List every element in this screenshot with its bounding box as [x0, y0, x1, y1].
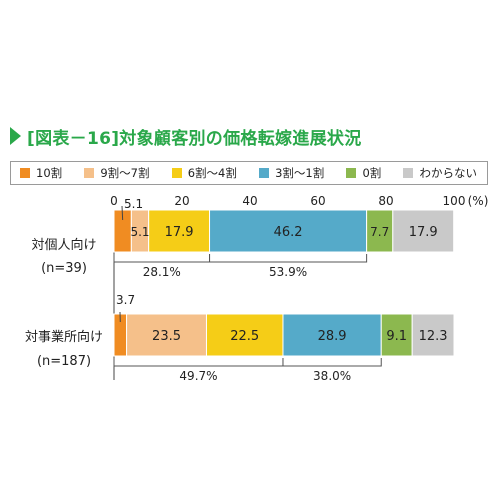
bracket-label: 49.7%	[179, 369, 217, 383]
legend-label: 9割〜7割	[100, 166, 150, 180]
chart-title: [図表－16]対象顧客別の価格転嫁進展状況	[27, 128, 362, 149]
legend-label: 10割	[36, 166, 63, 180]
bracket	[113, 254, 211, 263]
bracket-label: 28.1%	[143, 265, 181, 279]
legend-item: 9割〜7割	[84, 165, 150, 181]
legend-swatch	[403, 168, 414, 178]
legend-swatch	[84, 168, 95, 178]
legend-item: 6割〜4割	[171, 165, 237, 181]
legend-label: 6割〜4割	[187, 166, 237, 180]
data-label: 5.1	[130, 225, 149, 239]
callout-line	[121, 205, 124, 221]
category-label: 対個人向け	[31, 237, 96, 253]
bar-segment	[148, 209, 211, 253]
bar-segment	[380, 313, 413, 357]
x-tick-label: 100	[443, 194, 466, 208]
data-label: 3.7	[116, 293, 135, 307]
category-label: 対事業所向け	[25, 329, 103, 345]
triangle-icon	[10, 127, 21, 145]
bracket	[113, 358, 284, 367]
x-tick-label: 80	[378, 194, 393, 208]
legend-item: 3割〜1割	[259, 165, 324, 181]
data-label: 17.9	[409, 225, 438, 240]
bar-segment	[411, 313, 455, 357]
legend-item: わからない	[403, 165, 477, 181]
x-unit-label: (%)	[468, 194, 489, 208]
bracket-label: 53.9%	[269, 265, 307, 279]
bar-segment	[392, 209, 455, 253]
data-label: 46.2	[274, 225, 303, 240]
bracket	[209, 254, 368, 263]
category-label: (n=187)	[37, 354, 91, 369]
x-tick-label: 20	[174, 194, 189, 208]
bar-segment	[282, 313, 382, 357]
bar-segment	[366, 209, 394, 253]
bar-segment	[209, 209, 368, 253]
legend-label: 3割〜1割	[275, 166, 325, 180]
chart-title-row: [図表－16]対象顧客別の価格転嫁進展状況	[10, 123, 362, 149]
x-tick-label: 0	[110, 194, 118, 208]
data-label: 12.3	[419, 329, 448, 344]
legend-swatch	[346, 168, 357, 178]
legend-swatch	[20, 168, 30, 178]
data-label: 28.9	[318, 329, 347, 344]
legend-swatch	[171, 168, 182, 178]
data-label: 23.5	[152, 329, 181, 344]
bracket	[282, 358, 382, 367]
legend-swatch	[259, 168, 270, 178]
legend-label: 0割	[362, 166, 382, 180]
data-label: 17.9	[165, 225, 194, 240]
bar-segment	[126, 313, 207, 357]
x-tick-label: 60	[310, 194, 325, 208]
data-label: 7.7	[370, 225, 389, 239]
data-label: 22.5	[230, 329, 259, 344]
bracket-label: 38.0%	[313, 369, 351, 383]
data-label: 9.1	[386, 329, 407, 344]
x-tick-label: 40	[242, 194, 257, 208]
category-label: (n=39)	[41, 261, 87, 276]
legend-item: 0割	[346, 165, 381, 181]
data-label: 5.1	[124, 197, 143, 211]
legend-item: 10割	[20, 165, 62, 181]
legend: 10割 9割〜7割 6割〜4割 3割〜1割 0割 わからない	[10, 161, 488, 185]
legend-label: わからない	[419, 166, 477, 180]
